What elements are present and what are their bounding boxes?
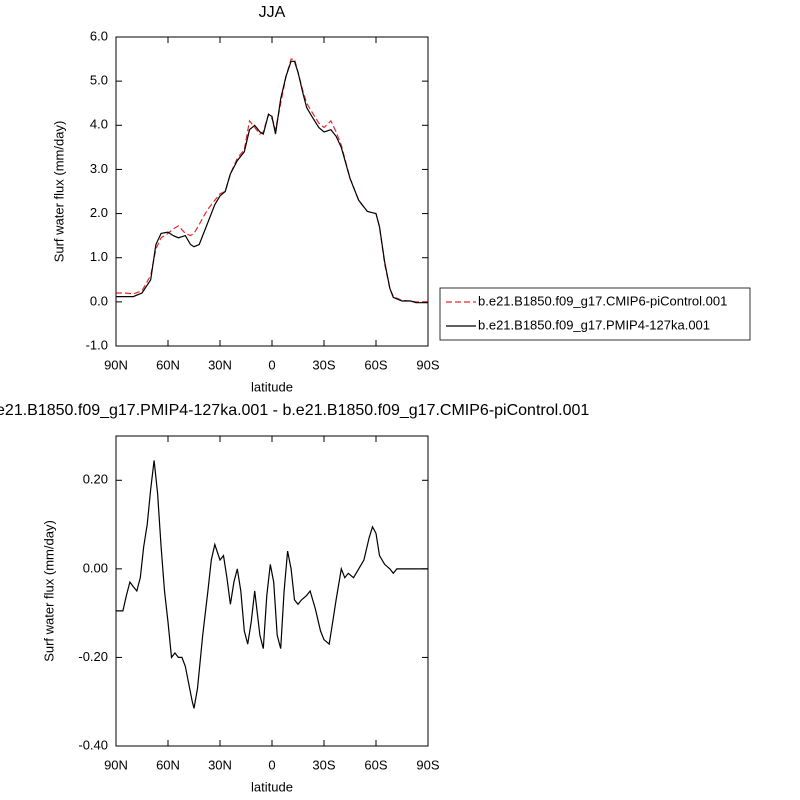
- x-tick-label: 90N: [104, 757, 128, 772]
- x-tick-label: 30N: [208, 357, 232, 372]
- plot-frame: [115, 36, 429, 347]
- y-tick-label: -1.0: [86, 337, 108, 352]
- x-tick-label: 60N: [156, 357, 180, 372]
- y-tick-label: 1.0: [90, 249, 108, 264]
- data-line: [116, 58, 428, 303]
- y-axis-label: Surf water flux (mm/day): [51, 121, 66, 263]
- y-tick-label: -0.20: [78, 649, 108, 664]
- y-tick-label: 0.00: [83, 560, 108, 575]
- y-tick-label: -0.40: [78, 737, 108, 752]
- x-tick-label: 60S: [364, 357, 387, 372]
- y-tick-label: 3.0: [90, 161, 108, 176]
- x-tick-label: 30S: [312, 357, 335, 372]
- legend-label: b.e21.B1850.f09_g17.PMIP4-127ka.001: [478, 317, 710, 332]
- legend-box: [439, 287, 751, 341]
- y-tick-label: 2.0: [90, 205, 108, 220]
- data-line: [116, 60, 428, 304]
- y-tick-label: 0.20: [83, 472, 108, 487]
- data-line: [116, 460, 428, 709]
- y-tick-label: 4.0: [90, 117, 108, 132]
- x-tick-label: 90S: [416, 757, 439, 772]
- legend-label: b.e21.B1850.f09_g17.CMIP6-piControl.001: [478, 293, 727, 308]
- x-axis-label: latitude: [251, 779, 293, 794]
- x-axis-label: latitude: [251, 379, 293, 394]
- x-tick-label: 90S: [416, 357, 439, 372]
- y-tick-label: 5.0: [90, 73, 108, 88]
- plot-frame: [115, 435, 429, 747]
- x-tick-label: 30S: [312, 757, 335, 772]
- y-tick-label: 6.0: [90, 28, 108, 43]
- x-tick-label: 60S: [364, 757, 387, 772]
- y-axis-label: Surf water flux (mm/day): [41, 520, 56, 662]
- x-tick-label: 0: [268, 757, 275, 772]
- x-tick-label: 30N: [208, 757, 232, 772]
- chart-title: b.e21.B1850.f09_g17.PMIP4-127ka.001 - b.…: [0, 402, 589, 419]
- x-tick-label: 90N: [104, 357, 128, 372]
- y-tick-label: 0.0: [90, 293, 108, 308]
- x-tick-label: 60N: [156, 757, 180, 772]
- chart-title: JJA: [259, 4, 286, 21]
- x-tick-label: 0: [268, 357, 275, 372]
